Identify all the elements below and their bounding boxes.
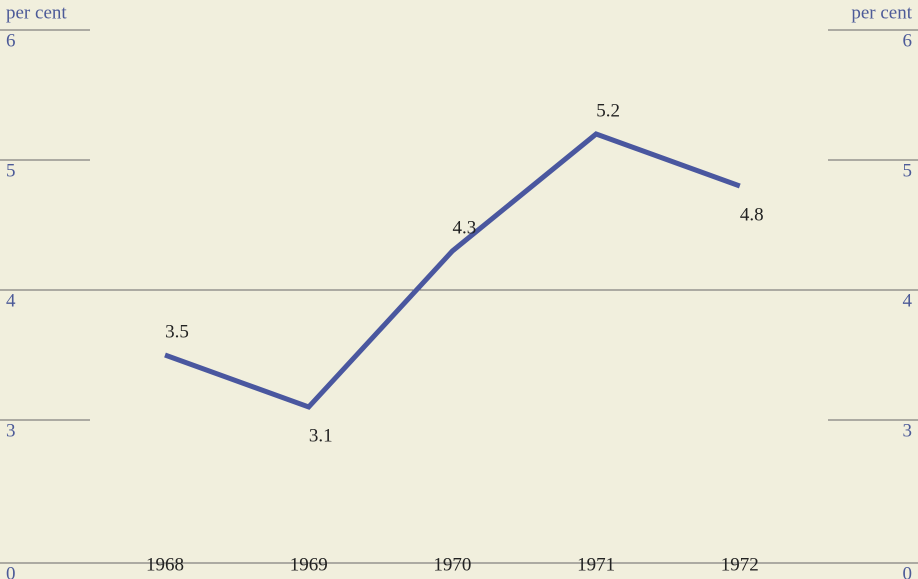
data-label: 4.8 (740, 204, 764, 225)
y-tick-label-right: 3 (903, 420, 913, 441)
y-axis-label-right: per cent (851, 2, 912, 23)
y-tick-label: 6 (6, 30, 16, 51)
y-axis-label: per cent (6, 2, 67, 23)
x-tick-label: 1970 (433, 554, 471, 575)
x-tick-label: 1968 (146, 554, 184, 575)
y-tick-label: 5 (6, 160, 16, 181)
data-label: 5.2 (596, 100, 620, 121)
x-tick-label: 1969 (290, 554, 328, 575)
y-tick-label: 4 (6, 290, 16, 311)
data-label: 3.5 (165, 321, 189, 342)
y-tick-label-right: 5 (903, 160, 913, 181)
data-label: 3.1 (309, 425, 333, 446)
line (164, 131, 741, 410)
x-tick-label: 1971 (577, 554, 615, 575)
data-label: 4.3 (453, 217, 477, 238)
x-tick-label: 1972 (721, 554, 759, 575)
y-tick-label: 0 (6, 563, 16, 579)
y-tick-label-right: 4 (903, 290, 913, 311)
y-tick-label-right: 0 (903, 563, 913, 579)
y-tick-label: 3 (6, 420, 16, 441)
y-tick-label-right: 6 (903, 30, 913, 51)
